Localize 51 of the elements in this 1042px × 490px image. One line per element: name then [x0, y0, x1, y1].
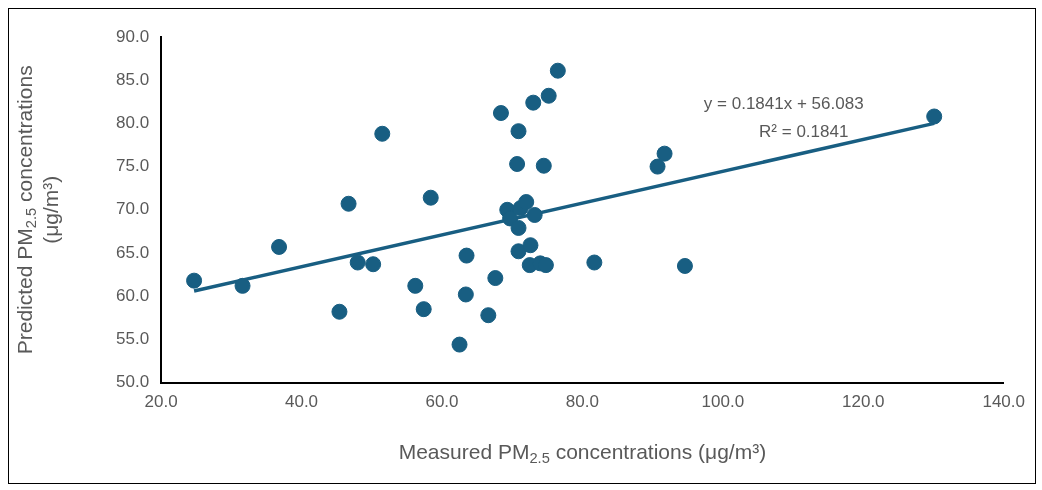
- x-tick-label: 100.0: [701, 392, 745, 412]
- y-tick-label: 80.0: [115, 113, 150, 133]
- x-tick-label: 80.0: [565, 392, 599, 412]
- point: [522, 237, 539, 254]
- y-tick-label: 75.0: [115, 156, 150, 176]
- y-tick-label: 65.0: [115, 242, 150, 262]
- point: [234, 277, 251, 294]
- x-tick-label: 140.0: [982, 392, 1025, 412]
- y-tick-label: 70.0: [115, 199, 150, 219]
- point: [451, 336, 468, 353]
- point: [510, 219, 527, 236]
- point: [509, 156, 526, 173]
- point: [458, 247, 475, 264]
- point: [535, 157, 552, 174]
- point: [487, 270, 504, 287]
- point: [271, 238, 288, 255]
- point: [656, 145, 673, 162]
- x-tick-label: 20.0: [144, 392, 178, 412]
- point: [340, 195, 357, 212]
- y-tick-label: 55.0: [115, 329, 150, 349]
- point: [540, 87, 557, 104]
- point: [331, 303, 348, 320]
- point: [518, 194, 535, 211]
- point: [480, 307, 497, 324]
- point: [926, 108, 943, 125]
- y-tick-label: 50.0: [115, 372, 150, 392]
- point: [349, 254, 366, 271]
- y-tick-label: 60.0: [115, 285, 150, 305]
- point: [186, 272, 203, 289]
- point: [510, 123, 527, 140]
- point: [407, 277, 424, 294]
- point: [676, 257, 693, 274]
- point: [457, 286, 474, 303]
- x-tick-label: 120.0: [842, 392, 885, 412]
- point: [549, 62, 566, 79]
- point: [492, 105, 509, 122]
- annotation: y = 0.1841x + 56.083: [703, 93, 864, 113]
- x-tick-label: 60.0: [425, 392, 459, 412]
- point: [415, 301, 432, 318]
- y-tick-label: 85.0: [115, 69, 150, 89]
- point: [526, 206, 543, 223]
- point: [649, 158, 666, 175]
- point: [422, 189, 439, 206]
- point: [586, 254, 603, 271]
- point: [510, 243, 527, 260]
- y-tick-label: 90.0: [115, 26, 150, 46]
- annotation: R² = 0.1841: [759, 121, 849, 141]
- point: [525, 94, 542, 111]
- x-tick-label: 40.0: [284, 392, 319, 412]
- point: [365, 256, 382, 273]
- point: [374, 125, 391, 142]
